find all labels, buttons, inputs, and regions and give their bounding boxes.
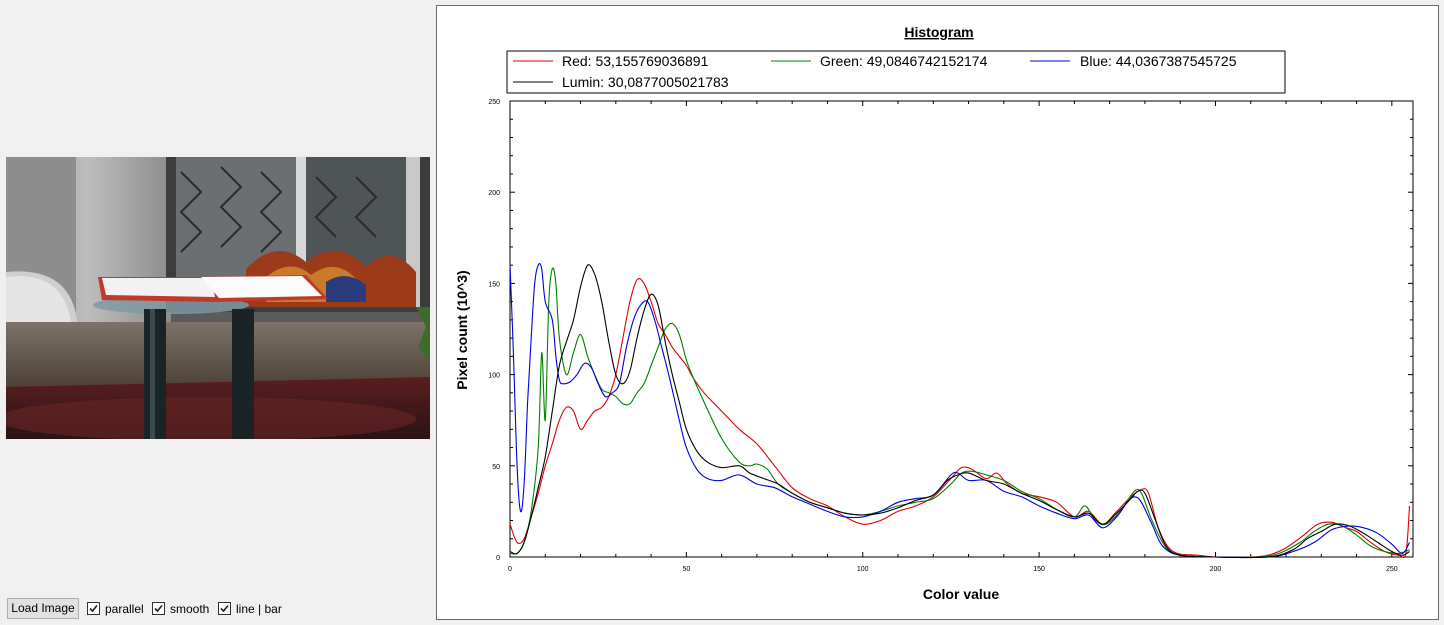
- x-tick-label: 150: [1033, 566, 1045, 573]
- legend-lumin-label: Lumin: 30,0877005021783: [562, 74, 729, 90]
- legend-blue-label: Blue: 44,0367387545725: [1080, 53, 1237, 69]
- series-lines: [509, 263, 1411, 559]
- smooth-label: smooth: [170, 601, 210, 616]
- load-image-button[interactable]: Load Image: [7, 598, 79, 619]
- x-axis-label: Color value: [923, 586, 999, 602]
- y-tick-label: 0: [496, 555, 500, 562]
- chart-legend: Red: 53,155769036891 Green: 49,084674215…: [506, 50, 1286, 94]
- y-tick-label: 200: [488, 190, 500, 197]
- y-tick-label: 250: [488, 99, 500, 106]
- red-series-line: [509, 278, 1411, 559]
- checkbox-check-icon[interactable]: [152, 602, 165, 615]
- checkbox-check-icon[interactable]: [218, 602, 231, 615]
- line-bar-label: line | bar: [236, 601, 282, 616]
- checkbox-check-icon[interactable]: [87, 602, 100, 615]
- x-tick-label: 200: [1210, 566, 1222, 573]
- photo-lectern-book: [6, 157, 430, 439]
- histogram-chart: Histogram Red: 53,155769036891 Green: 49…: [454, 24, 1414, 602]
- x-tick-label: 250: [1386, 566, 1398, 573]
- y-axis-label: Pixel count (10^3): [454, 270, 470, 389]
- y-tick-label: 100: [488, 373, 500, 380]
- lumin-series-line: [509, 264, 1410, 559]
- line-bar-checkbox[interactable]: line | bar: [218, 601, 282, 616]
- axis-ticks: 0 50 100 150 200 250 0 50 100 150 200 250: [488, 99, 1413, 573]
- parallel-checkbox[interactable]: parallel: [87, 601, 144, 616]
- legend-green-label: Green: 49,0846742152174: [820, 53, 988, 69]
- smooth-checkbox[interactable]: smooth: [152, 601, 209, 616]
- legend-red-label: Red: 53,155769036891: [562, 53, 709, 69]
- histogram-chart-panel: Histogram Red: 53,155769036891 Green: 49…: [436, 5, 1439, 620]
- parallel-label: parallel: [105, 601, 144, 616]
- blue-series-line: [509, 263, 1410, 559]
- x-tick-label: 100: [857, 566, 869, 573]
- x-tick-label: 0: [508, 566, 512, 573]
- green-series-line: [509, 267, 1410, 558]
- x-tick-label: 50: [682, 566, 690, 573]
- plot-area-frame: [509, 100, 1414, 558]
- chart-title: Histogram: [904, 24, 973, 40]
- y-tick-label: 150: [488, 281, 500, 288]
- y-tick-label: 50: [492, 464, 500, 471]
- loaded-image-preview: [6, 157, 430, 439]
